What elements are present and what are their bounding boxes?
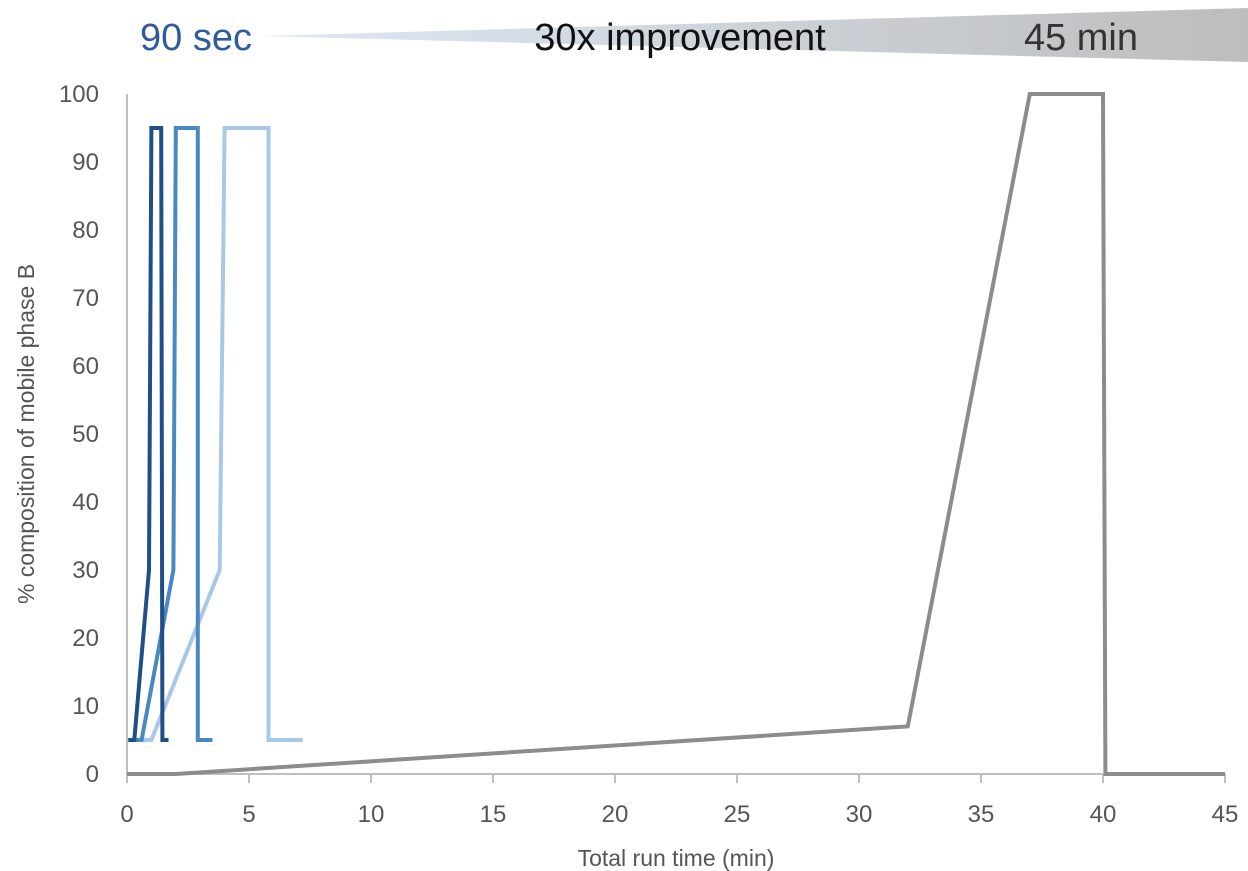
- x-axis-title: Total run time (min): [578, 845, 775, 871]
- y-tick-labels: 0 10 20 30 40 50 60 70 80 90 100: [59, 81, 99, 788]
- x-tick-label: 5: [242, 801, 255, 828]
- y-tick-label: 100: [59, 81, 99, 108]
- series-line-2: [141, 126, 303, 742]
- x-tick-label: 0: [120, 801, 133, 828]
- y-tick-label: 30: [72, 557, 99, 584]
- x-tick-label: 20: [602, 801, 629, 828]
- x-tick-label: 45: [1212, 801, 1239, 828]
- banner-center-label: 30x improvement: [534, 17, 826, 59]
- y-tick-label: 90: [72, 149, 99, 176]
- y-tick-label: 60: [72, 353, 99, 380]
- y-tick-label: 0: [86, 761, 99, 788]
- y-tick-label: 20: [72, 625, 99, 652]
- x-tick-label: 10: [358, 801, 385, 828]
- y-tick-label: 80: [72, 217, 99, 244]
- series-line-1: [127, 92, 1225, 776]
- banner-wedge: [262, 8, 1248, 62]
- x-tick-label: 35: [968, 801, 995, 828]
- comparison-banner: 90 sec 30x improvement 45 min: [140, 8, 1248, 62]
- y-tick-label: 10: [72, 693, 99, 720]
- x-tick-label: 15: [480, 801, 507, 828]
- banner-right-label: 45 min: [1024, 17, 1138, 59]
- series-lines: [127, 92, 1225, 776]
- y-axis-title: % composition of mobile phase B: [13, 264, 39, 604]
- y-tick-label: 40: [72, 489, 99, 516]
- x-tick-label: 40: [1090, 801, 1117, 828]
- series-line-4: [128, 126, 169, 742]
- y-tick-label: 50: [72, 421, 99, 448]
- series-line-3: [134, 126, 213, 742]
- x-tick-label: 25: [724, 801, 751, 828]
- x-tick-labels: 0 5 10 15 20 25 30 35 40 45: [120, 774, 1238, 828]
- banner-left-label: 90 sec: [140, 17, 252, 59]
- axes: [126, 94, 1225, 775]
- x-tick-label: 30: [846, 801, 873, 828]
- y-tick-label: 70: [72, 285, 99, 312]
